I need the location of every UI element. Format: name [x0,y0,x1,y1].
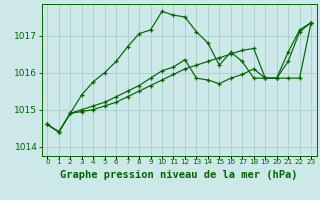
X-axis label: Graphe pression niveau de la mer (hPa): Graphe pression niveau de la mer (hPa) [60,170,298,180]
